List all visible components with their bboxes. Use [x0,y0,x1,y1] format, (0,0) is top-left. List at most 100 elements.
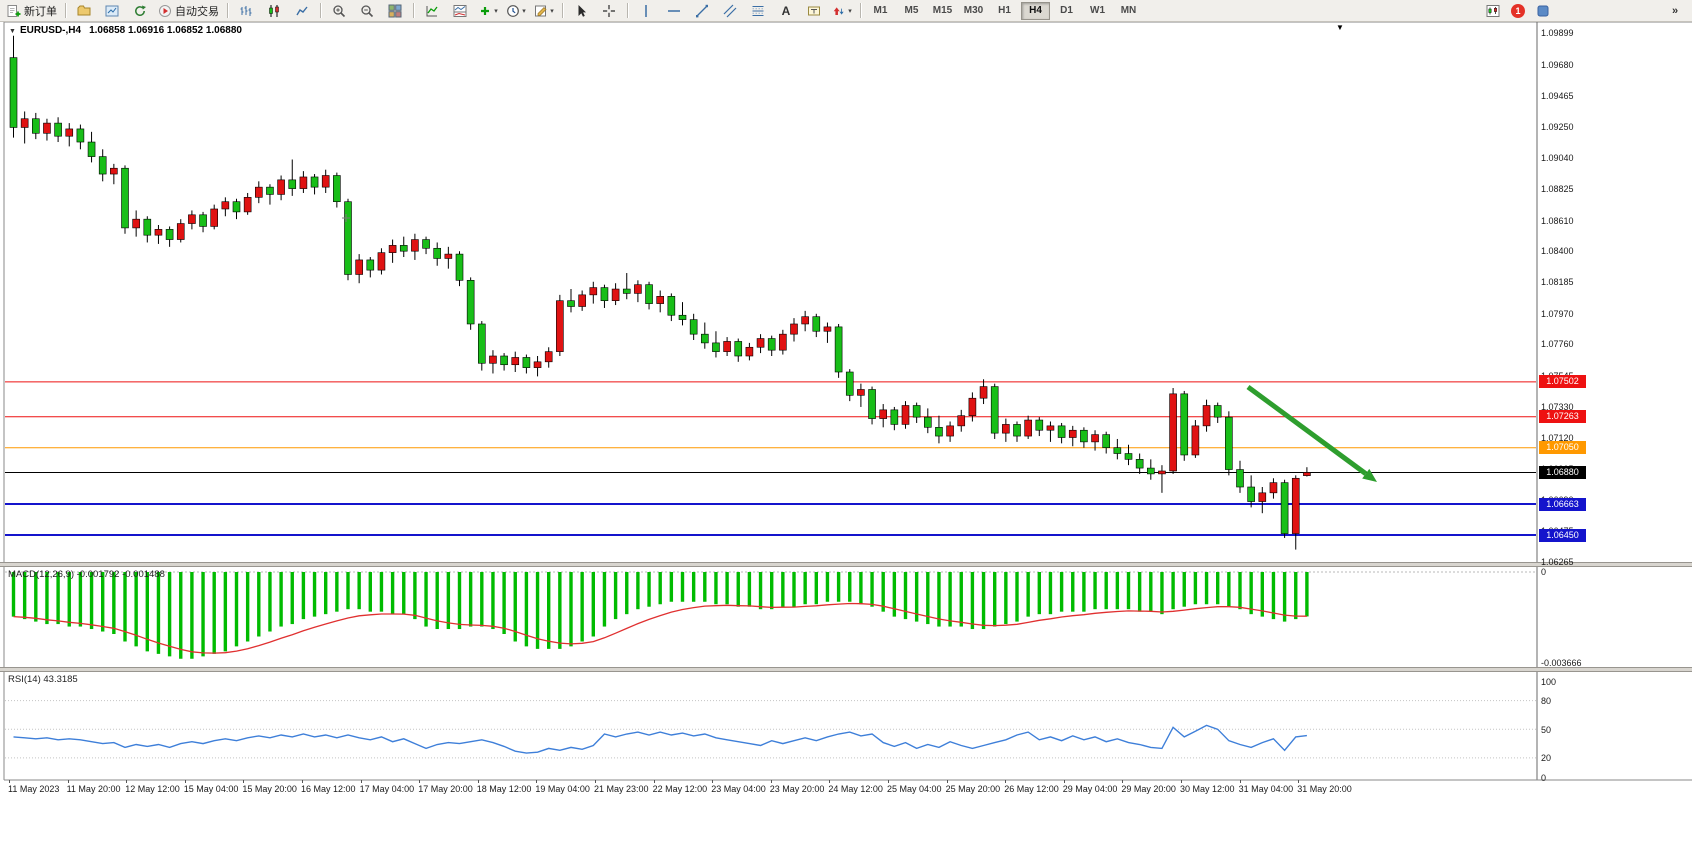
trendline-tool-button[interactable] [689,1,715,21]
text-tool-button[interactable]: A [773,1,799,21]
timeframe-button-h4[interactable]: H4 [1021,1,1050,20]
price-axis-label: 1.06265 [1541,556,1574,567]
timeframe-button-m5[interactable]: M5 [904,5,919,16]
zoom-in-button[interactable] [326,1,352,21]
trendline-icon [696,4,708,17]
new-chart-button[interactable] [1480,1,1506,21]
time-axis-tick [888,780,889,783]
tile-windows-button[interactable] [382,1,408,21]
bar-chart-icon [240,5,252,16]
market-watch-button[interactable] [99,1,125,21]
chevron-down-icon[interactable]: ▾ [550,7,554,15]
rsi-scale-label: 80 [1541,696,1552,707]
fibonacci-tool-button[interactable] [745,1,771,21]
zoom-out-icon [361,4,374,17]
time-axis-label: 23 May 20:00 [769,784,825,794]
price-axis-label: 1.08400 [1541,246,1574,257]
template-menu-button[interactable]: ▾ [531,1,557,21]
add-indicator-icon [481,6,490,15]
add-indicator-button[interactable]: ▾ [475,1,501,21]
text-label-icon [808,6,820,15]
horizontal-line-tool-button[interactable] [661,1,687,21]
chevron-down-icon[interactable]: ▾ [848,7,852,15]
indicators-button[interactable] [419,1,445,21]
fibonacci-icon [752,5,764,16]
symbol-label: EURUSD-,H4 [19,25,82,36]
time-axis-label: 11 May 2023 [8,784,60,794]
shapes-tool-button[interactable]: ▾ [829,1,855,21]
timeframe-button-mn[interactable]: MN [1120,5,1137,16]
macd-name: MACD(12,26,9) [8,569,74,580]
auto-trading-button[interactable]: 自动交易 [155,1,222,21]
rsi-panel[interactable] [4,672,1537,780]
new-order-button[interactable]: 新订单 [4,1,60,21]
rsi-value: 43.3185 [43,674,78,685]
time-axis-tick [302,780,303,783]
panel-splitter[interactable] [0,562,1692,567]
cursor-tool-button[interactable] [568,1,594,21]
timeframe-button-m30[interactable]: M30 [963,5,984,16]
price-axis-label: 1.07760 [1541,339,1574,350]
timeframe-button-d1[interactable]: D1 [1060,5,1073,16]
community-button[interactable] [1530,1,1556,21]
time-axis-tick [1298,780,1300,783]
toolbar-overflow-button[interactable]: » [1662,1,1688,21]
chevron-down-icon[interactable]: ▾ [522,7,526,15]
refresh-button[interactable] [127,1,153,21]
price-axis-label: 1.08610 [1541,215,1574,226]
timeframe-menu-button[interactable]: ▾ [503,1,529,21]
time-axis-tick [360,780,362,783]
time-axis-tick [67,780,69,783]
price-axis-label: 1.07970 [1541,308,1574,319]
time-axis-label: 29 May 04:00 [1062,784,1118,794]
macd-scale-label: 0 [1541,567,1547,577]
price-axis-label: 1.07330 [1541,401,1574,412]
price-level-tag[interactable]: 1.06880 [1539,465,1586,479]
channel-tool-button[interactable] [717,1,743,21]
indicator-window-button[interactable] [447,1,473,21]
auto-trading-icon [159,4,171,17]
price-level-tag[interactable]: 1.07050 [1539,441,1586,455]
macd-label: MACD(12,26,9) -0.001792 -0.001488 [8,569,165,580]
vertical-line-tool-button[interactable] [633,1,659,21]
price-level-tag[interactable]: 1.07263 [1539,410,1586,424]
community-icon [1537,5,1549,16]
time-axis-tick [653,780,655,783]
price-chart-panel[interactable] [4,22,1537,562]
bar-chart-button[interactable] [233,1,259,21]
candlestick-chart-button[interactable] [261,1,287,21]
timeframe-button-h1[interactable]: H1 [998,5,1011,16]
notification-badge[interactable]: 1 [1511,3,1525,18]
new-order-icon [7,4,21,17]
macd-panel[interactable] [4,567,1537,667]
time-axis-tick [243,780,245,783]
line-chart-button[interactable] [289,1,315,21]
timeframe-button-w1[interactable]: W1 [1090,5,1105,16]
macd-value-signal: -0.001488 [122,569,165,580]
time-axis-label: 30 May 12:00 [1180,784,1235,794]
price-axis-label: 1.09465 [1541,91,1574,102]
collapse-triangle-icon[interactable]: ▼ [9,28,16,35]
auto-trading-label: 自动交易 [175,5,219,18]
open-folder-button[interactable] [71,1,97,21]
timeframe-button-m15[interactable]: M15 [932,5,953,16]
price-level-tag[interactable]: 1.07502 [1539,375,1586,389]
rsi-name: RSI(14) [8,674,41,685]
zoom-out-button[interactable] [354,1,380,21]
timeframe-button-m1[interactable]: M1 [873,5,888,16]
price-level-tag[interactable]: 1.06450 [1539,528,1586,542]
time-axis-tick [712,780,714,783]
vertical-line-icon [645,4,647,17]
chart-shift-marker-icon[interactable]: ▼ [1336,23,1344,32]
price-axis-label: 1.09899 [1541,28,1574,38]
text-label-tool-button[interactable] [801,1,827,21]
time-axis-tick [477,780,479,783]
toolbar-separator [413,3,414,18]
price-level-tag[interactable]: 1.06663 [1539,497,1586,511]
chevron-down-icon[interactable]: ▾ [494,7,498,15]
crosshair-tool-button[interactable] [596,1,622,21]
time-axis-label: 18 May 12:00 [476,784,532,794]
time-axis-tick [946,780,948,783]
folder-icon [77,5,91,15]
panel-splitter[interactable] [0,667,1692,672]
